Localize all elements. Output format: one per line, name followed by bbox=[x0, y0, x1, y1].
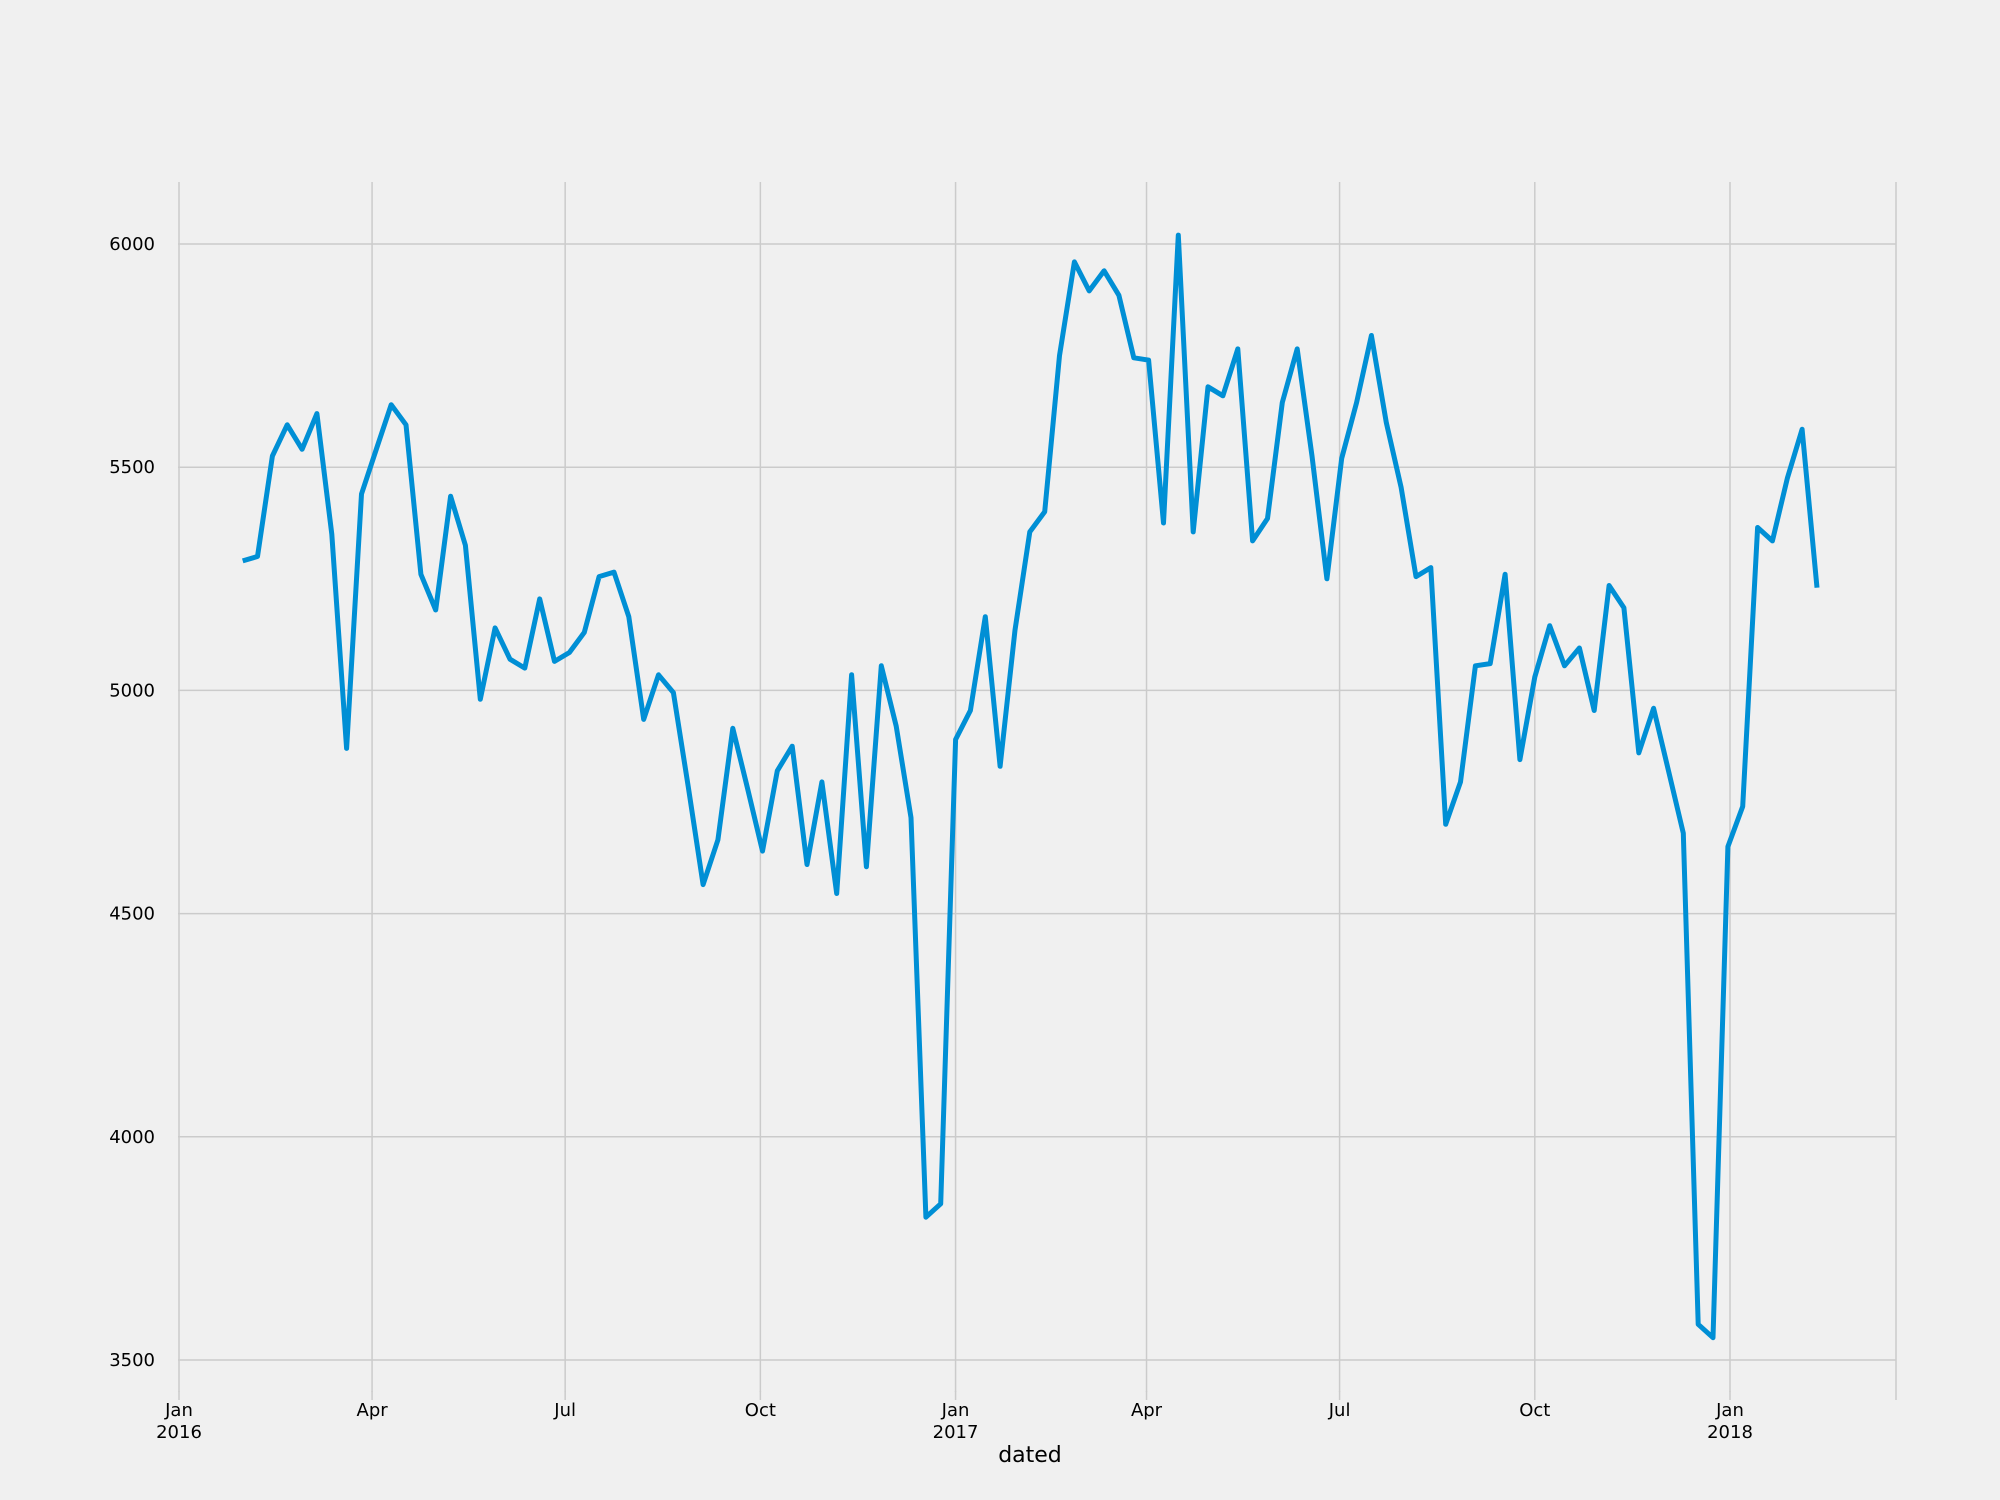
y-tick-label: 4000 bbox=[109, 1127, 155, 1148]
x-tick-label: Apr bbox=[1131, 1400, 1163, 1421]
y-tick-label: 3500 bbox=[109, 1350, 155, 1371]
x-tick-sublabel: 2016 bbox=[156, 1422, 202, 1443]
x-tick-label: Jul bbox=[1328, 1400, 1351, 1421]
x-tick-sublabel: 2018 bbox=[1707, 1422, 1753, 1443]
x-tick-label: Apr bbox=[357, 1400, 389, 1421]
x-tick-label: Oct bbox=[1519, 1400, 1550, 1421]
x-tick-label: Jan bbox=[1715, 1400, 1744, 1421]
x-tick-label: Jan bbox=[941, 1400, 970, 1421]
x-tick-label: Oct bbox=[745, 1400, 776, 1421]
series-layer bbox=[241, 232, 1820, 1341]
series-line bbox=[241, 232, 1820, 1341]
x-tick-label: Jul bbox=[553, 1400, 576, 1421]
x-tick-label: Jan bbox=[164, 1400, 193, 1421]
grid bbox=[178, 182, 1897, 1400]
x-axis-label: dated bbox=[998, 1443, 1062, 1468]
y-tick-label: 5000 bbox=[109, 680, 155, 701]
x-tick-sublabel: 2017 bbox=[933, 1422, 979, 1443]
y-tick-label: 6000 bbox=[109, 234, 155, 255]
y-tick-label: 5500 bbox=[109, 457, 155, 478]
y-tick-label: 4500 bbox=[109, 904, 155, 925]
